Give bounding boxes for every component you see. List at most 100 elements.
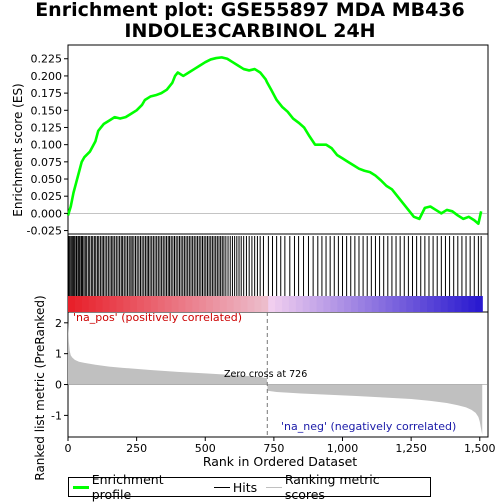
band-segment <box>233 296 242 312</box>
band-segment <box>137 296 145 312</box>
xtick-label: 250 <box>126 442 147 455</box>
chart-title-line2: INDOLE3CARBINOL 24H <box>124 20 376 42</box>
band-segment <box>413 296 421 312</box>
xtick-label: 1,250 <box>395 442 427 455</box>
band-segment <box>454 296 463 312</box>
es-ytick-label: 0.125 <box>31 121 63 134</box>
band-segment <box>130 296 138 312</box>
ranking-metric-layer <box>68 312 488 437</box>
xtick-label: 1,000 <box>327 442 359 455</box>
es-ytick-label: 0.200 <box>31 70 63 83</box>
band-segment <box>81 296 90 312</box>
es-ytick-label: 0.150 <box>31 104 63 117</box>
band-segment <box>212 296 221 312</box>
es-ytick-label: 0.025 <box>31 190 63 203</box>
band-segment <box>447 296 456 312</box>
band-segment <box>116 296 124 312</box>
band-segment <box>143 296 152 312</box>
band-segment <box>420 296 428 312</box>
band-segment <box>88 296 97 312</box>
band-segment <box>150 296 159 312</box>
band-segment <box>392 296 400 312</box>
band-segment <box>95 296 104 312</box>
hits-layer <box>68 236 482 296</box>
legend-item-hits: Hits <box>213 479 258 495</box>
es-ytick-label: 0.050 <box>31 173 63 186</box>
legend-item-ranking: Ranking metric scores <box>266 472 421 502</box>
ranking-metric-area <box>68 321 483 435</box>
legend: Enrichment profile Hits Ranking metric s… <box>68 472 431 502</box>
metric-ytick-label: 1 <box>55 348 62 361</box>
band-segment <box>171 296 180 312</box>
band-segment <box>427 296 435 312</box>
band-segment <box>219 296 228 312</box>
chart-title-line1: Enrichment plot: GSE55897 MDA MB436 <box>35 0 465 21</box>
legend-label-ranking: Ranking metric scores <box>284 472 380 502</box>
legend-swatch-hits <box>213 486 230 488</box>
es-panel-frame <box>67 44 489 235</box>
band-segment <box>261 296 269 312</box>
metric-ytick-label: -1 <box>51 409 62 422</box>
es-ylabel: Enrichment score (ES) <box>11 83 25 216</box>
band-segment <box>468 296 476 312</box>
band-segment <box>275 296 283 312</box>
band-segment <box>378 296 387 312</box>
es-ytick-label: 0.075 <box>31 156 63 169</box>
band-segment <box>440 296 449 312</box>
xtick-label: 0 <box>65 442 72 455</box>
band-segment <box>406 296 414 312</box>
band-segment <box>282 296 290 312</box>
legend-item-enrichment: Enrichment profile <box>73 472 205 502</box>
xlabel: Rank in Ordered Dataset <box>203 454 357 469</box>
band-segment <box>157 296 166 312</box>
metric-ylabel: Ranked list metric (PreRanked) <box>33 295 47 480</box>
band-segment <box>475 296 483 312</box>
xtick-label: 500 <box>195 442 216 455</box>
band-segment <box>164 296 173 312</box>
band-segment <box>68 296 76 312</box>
band-segment <box>337 296 345 312</box>
band-segment <box>295 296 304 312</box>
metric-ytick-label: 2 <box>55 317 62 330</box>
band-segment <box>109 296 117 312</box>
band-segment <box>330 296 338 312</box>
band-segment <box>240 296 249 312</box>
xtick-label: 1,500 <box>464 442 496 455</box>
band-segment <box>178 296 186 312</box>
es-ytick-label: 0.175 <box>31 87 63 100</box>
metric-ytick-label: 0 <box>55 379 62 392</box>
xtick-label: 750 <box>263 442 284 455</box>
band-segment <box>461 296 470 312</box>
band-segment <box>192 296 200 312</box>
band-segment <box>364 296 373 312</box>
legend-label-hits: Hits <box>232 479 258 495</box>
es-ytick-label: -0.025 <box>27 225 62 238</box>
band-segment <box>247 296 256 312</box>
legend-swatch-ranking <box>266 486 282 488</box>
band-segment <box>309 296 318 312</box>
es-ytick-label: 0.100 <box>31 139 63 152</box>
band-segment <box>316 296 325 312</box>
metric-panel-frame <box>67 311 489 438</box>
band-segment <box>226 296 235 312</box>
zero-cross-annotation: Zero cross at 726 <box>224 369 307 380</box>
chart-title: Enrichment plot: GSE55897 MDA MB436 INDO… <box>0 0 500 42</box>
correlation-band <box>68 296 483 312</box>
pos-annotation: 'na_pos' (positively correlated) <box>73 311 242 324</box>
band-segment <box>206 296 214 312</box>
band-segment <box>433 296 442 312</box>
band-segment <box>268 296 276 312</box>
band-segment <box>351 296 359 312</box>
band-segment <box>344 296 352 312</box>
band-segment <box>123 296 131 312</box>
legend-swatch-enrichment <box>73 485 89 489</box>
axes-layer: 0.225 0.200 0.175 0.150 0.125 0.100 0.075 0.050… <box>27 53 496 455</box>
band-segment <box>74 296 83 312</box>
band-segment <box>302 296 311 312</box>
band-segment <box>385 296 394 312</box>
enrichment-profile-layer <box>66 56 488 225</box>
band-segment <box>199 296 207 312</box>
band-segment <box>323 296 331 312</box>
band-segment <box>371 296 380 312</box>
es-ytick-label: 0.225 <box>31 53 63 66</box>
